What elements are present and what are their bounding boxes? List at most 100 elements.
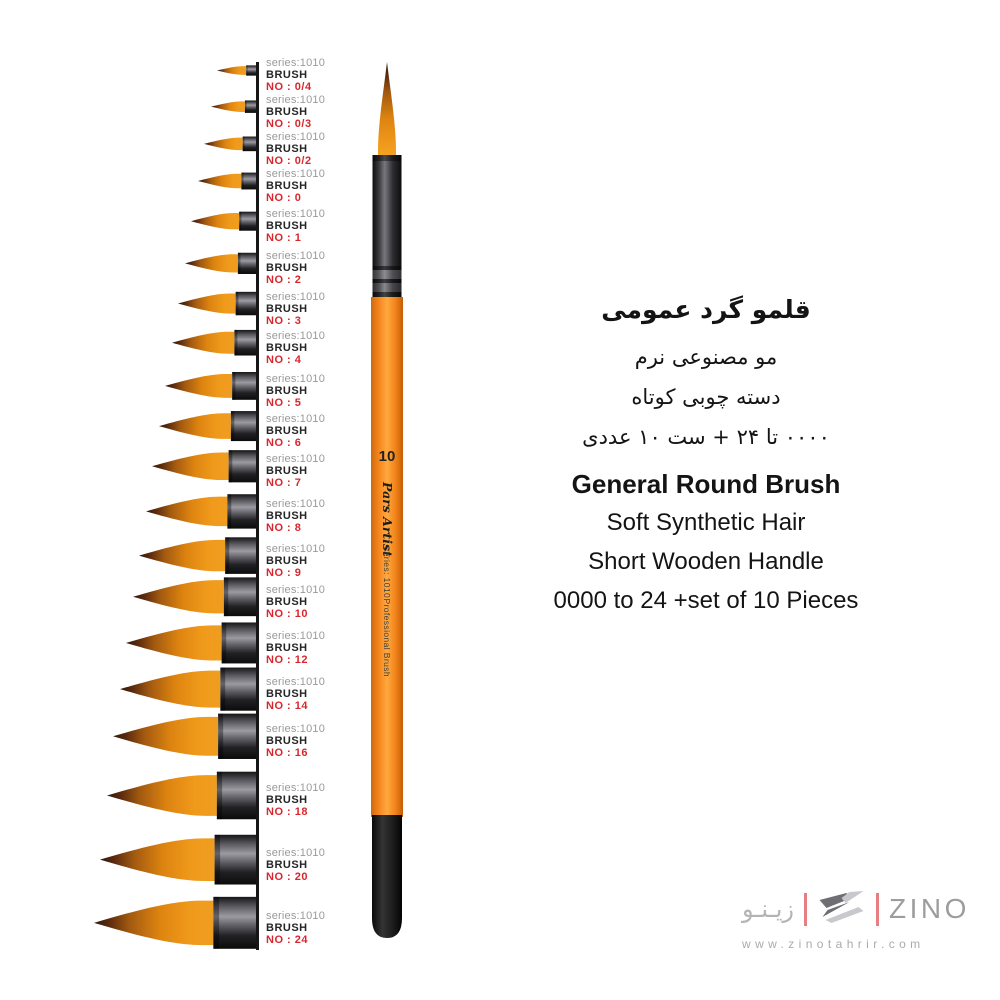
hair-type-en: Soft Synthetic Hair [606, 509, 806, 536]
brush-number-label: NO : 16 [266, 747, 309, 759]
brush-number-label: NO : 6 [266, 437, 302, 449]
brush-type-label: BRUSH [266, 342, 308, 354]
brush-type-label: BRUSH [266, 555, 308, 567]
brush-tip-image [210, 100, 257, 114]
brush-number-label: NO : 9 [266, 567, 302, 579]
brush-series-label: series:1010 [266, 630, 326, 642]
brush-series-label: series:1010 [266, 208, 326, 220]
brush-series-label: series:1010 [266, 168, 326, 180]
zino-logo-row: زیـنـو ZINO [742, 886, 966, 932]
brush-tip-image [119, 667, 257, 711]
brush-number-label: NO : 1 [266, 232, 302, 244]
brush-type-label: BRUSH [266, 922, 308, 934]
brush-number-label: NO : 0/2 [266, 155, 312, 167]
brush-number-label: NO : 10 [266, 608, 309, 620]
brush-type-label: BRUSH [266, 303, 308, 315]
brush-type-label: BRUSH [266, 642, 308, 654]
brush-type-label: BRUSH [266, 262, 308, 274]
brush-series-label: series:1010 [266, 94, 326, 106]
logo-brand-fa: زیـنـو [742, 895, 794, 923]
brush-series-label: series:1010 [266, 676, 326, 688]
brush-tip-image [191, 211, 257, 231]
brush-type-label: BRUSH [266, 425, 308, 437]
brush-tip-image [93, 897, 257, 949]
brush-tip-image [158, 410, 257, 441]
brush-tip-image [197, 172, 257, 190]
brush-type-label: BRUSH [266, 859, 308, 871]
brush-type-label: BRUSH [266, 510, 308, 522]
brush-number-label: NO : 5 [266, 397, 302, 409]
brush-number-label: NO : 14 [266, 700, 309, 712]
zino-z-mark-icon [819, 891, 864, 923]
description-block: قلمو گرد عمومی مو مصنوعی نرم دسته چوبی ک… [520, 293, 892, 620]
brush-series-label: series:1010 [266, 543, 326, 555]
brush-number-label: NO : 7 [266, 477, 302, 489]
handle-series-text: series: 1010 Professional Brush [381, 547, 393, 677]
brush-number-label: NO : 3 [266, 315, 302, 327]
brush-number-label: NO : 12 [266, 654, 309, 666]
brush-tip-image [217, 64, 257, 76]
brush-type-label: BRUSH [266, 385, 308, 397]
brush-number-label: NO : 4 [266, 354, 302, 366]
brush-tip-image [145, 493, 257, 529]
brush-type-label: BRUSH [266, 735, 308, 747]
handle-series-number: series: 1010 [382, 547, 392, 599]
title-en: General Round Brush [571, 469, 841, 499]
brush-type-label: BRUSH [266, 106, 308, 118]
brush-series-label: series:1010 [266, 498, 326, 510]
brush-series-label: series:1010 [266, 413, 326, 425]
brush-tip-image [204, 136, 257, 152]
brush-tip-image [165, 372, 257, 400]
brush-tip-image [178, 292, 257, 316]
brush-number-label: NO : 0 [266, 192, 302, 204]
brush-type-label: BRUSH [266, 220, 308, 232]
brush-type-label: BRUSH [266, 596, 308, 608]
brush-tip-image [132, 577, 257, 617]
logo-website: www.zinotahrir.com [742, 937, 925, 951]
brush-series-label: series:1010 [266, 910, 326, 922]
brush-type-label: BRUSH [266, 465, 308, 477]
brush-number-label: NO : 2 [266, 274, 302, 286]
logo-brand-en: ZINO [888, 893, 970, 924]
handle-type-fa: دسته چوبی کوتاه [631, 385, 781, 409]
brush-series-label: series:1010 [266, 330, 326, 342]
brush-series-label: series:1010 [266, 723, 326, 735]
logo-divider-bar [875, 892, 879, 926]
brush-series-label: series:1010 [266, 250, 326, 262]
brush-type-label: BRUSH [266, 143, 308, 155]
brush-tip-image [139, 537, 257, 575]
brush-tip-image [152, 449, 257, 483]
logo-divider-bar [803, 892, 807, 926]
brush-series-label: series:1010 [266, 847, 326, 859]
brush-number-label: NO : 18 [266, 806, 309, 818]
brush-number-label: NO : 0/4 [266, 81, 312, 93]
brush-tip-image [106, 771, 257, 819]
brush-series-label: series:1010 [266, 584, 326, 596]
brush-number-label: NO : 24 [266, 934, 309, 946]
brush-tip-image [171, 330, 257, 356]
brush-number-label: NO : 0/3 [266, 118, 312, 130]
handle-brand-text: Pars Artist [380, 482, 395, 557]
brush-series-label: series:1010 [266, 57, 326, 69]
brush-series-label: series:1010 [266, 453, 326, 465]
handle-type-en: Short Wooden Handle [588, 548, 824, 575]
brush-tip-image [126, 622, 257, 664]
brush-tip-image [100, 835, 257, 885]
main-brush-image [371, 62, 403, 938]
brush-type-label: BRUSH [266, 180, 308, 192]
brush-series-label: series:1010 [266, 782, 326, 794]
brush-type-label: BRUSH [266, 794, 308, 806]
handle-type-text: Professional Brush [382, 598, 392, 677]
hair-type-fa: مو مصنوعی نرم [634, 345, 778, 369]
handle-size-number: 10 [378, 448, 396, 465]
brush-number-label: NO : 20 [266, 871, 309, 883]
brush-number-label: NO : 8 [266, 522, 302, 534]
zino-logo: زیـنـو ZINO www.zinotahrir.com [742, 886, 966, 951]
brush-series-label: series:1010 [266, 131, 326, 143]
brush-type-label: BRUSH [266, 69, 308, 81]
brush-series-label: series:1010 [266, 373, 326, 385]
brush-tip-image [184, 252, 257, 274]
size-range-fa: ۰۰۰۰ تا ۲۴ + ست ۱۰ عددی [582, 425, 830, 449]
brush-series-label: series:1010 [266, 291, 326, 303]
